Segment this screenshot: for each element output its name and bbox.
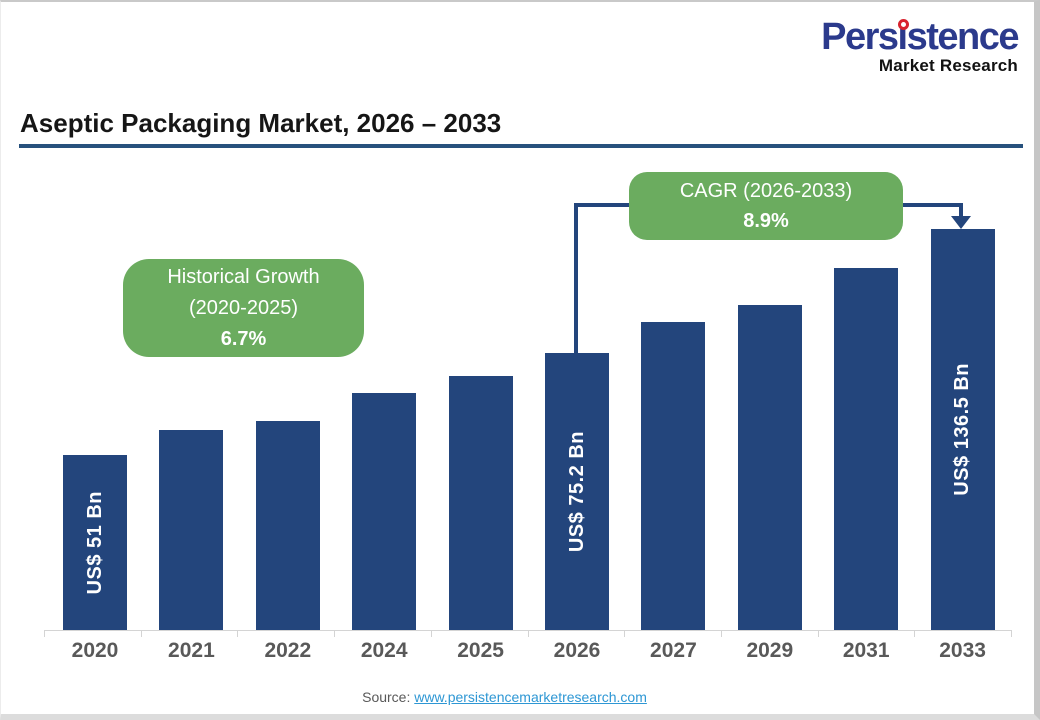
axis-tick (914, 630, 916, 637)
bar-2029 (737, 305, 802, 630)
source-label: Source: (362, 689, 411, 705)
axis-label-2033: 2033 (939, 639, 986, 662)
logo-red-dot-icon (898, 19, 910, 30)
axis-tick (624, 630, 626, 637)
axis-tick (237, 630, 239, 637)
bar-2033: US$ 136.5 Bn (930, 229, 995, 630)
bar-2022 (255, 421, 320, 630)
historical-growth-line2: (2020-2025) (189, 296, 298, 319)
bar-value-label-2026: US$ 75.2 Bn (565, 430, 588, 553)
bar-2025 (448, 376, 513, 630)
logo-wordmark: Persistence (821, 16, 1019, 58)
axis-label-2025: 2025 (457, 639, 504, 662)
bar-value-label-2033: US$ 136.5 Bn (951, 363, 974, 496)
axis-tick (1011, 630, 1012, 637)
axis-tick (140, 630, 142, 637)
bar-2021 (159, 430, 224, 630)
axis-label-2026: 2026 (553, 639, 601, 662)
historical-growth-value: 6.7% (220, 327, 267, 350)
bar-2020: US$ 51 Bn (63, 455, 127, 630)
axis-label-2027: 2027 (650, 639, 697, 662)
arrow-down-icon (951, 216, 971, 229)
page-title: Aseptic Packaging Market, 2026 – 2033 (20, 108, 502, 138)
axis-label-2029: 2029 (746, 639, 794, 662)
bar-2024 (352, 393, 417, 630)
connector-cagr-horizontal (901, 203, 963, 207)
bar-2031 (834, 268, 899, 630)
axis-label-2022: 2022 (264, 639, 312, 662)
axis-tick (430, 630, 432, 637)
connector-2026-vertical (574, 203, 578, 353)
logo-text: Persistence (821, 16, 1019, 58)
title-underline (19, 144, 1023, 148)
axis-label-2024: 2024 (360, 639, 408, 662)
connector-2026-horizontal (574, 203, 629, 207)
bar-2027 (641, 322, 706, 630)
bar-value-label-2020: US$ 51 Bn (83, 490, 106, 595)
axis-tick (720, 630, 722, 637)
axis-tick (817, 630, 819, 637)
source-link[interactable]: www.persistencemarketresearch.com (414, 689, 647, 705)
axis-label-2020: 2020 (71, 639, 119, 662)
axis-tick (44, 630, 45, 637)
logo-subtitle: Market Research (878, 56, 1018, 75)
historical-growth-callout: Historical Growth (2020-2025) 6.7% (123, 259, 364, 357)
axis-tick (527, 630, 529, 637)
bar-2026: US$ 75.2 Bn (545, 353, 609, 630)
cagr-value: 8.9% (743, 210, 789, 232)
cagr-line1: CAGR (2026-2033) (679, 180, 853, 202)
source-line: Source: www.persistencemarketresearch.co… (1, 689, 1021, 705)
cagr-callout: CAGR (2026-2033) 8.9% (629, 172, 903, 240)
connector-cagr-vertical (959, 203, 963, 218)
axis-tick (334, 630, 336, 637)
company-logo: Persistence Market Research (821, 16, 1019, 75)
axis-label-2021: 2021 (168, 639, 215, 662)
axis-label-2031: 2031 (842, 639, 890, 662)
historical-growth-line1: Historical Growth (167, 265, 320, 288)
